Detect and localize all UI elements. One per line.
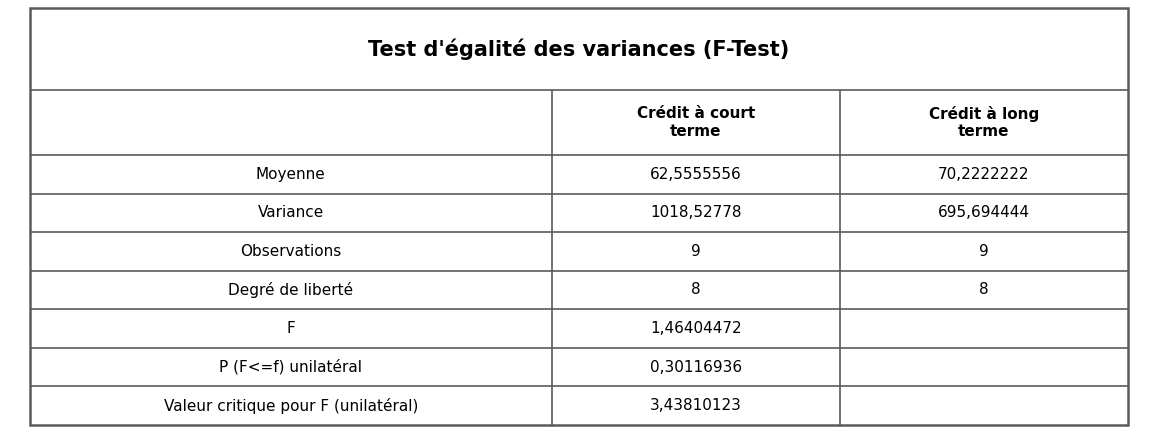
Text: 3,43810123: 3,43810123 bbox=[650, 398, 741, 413]
Text: 8: 8 bbox=[979, 282, 989, 297]
Text: 695,694444: 695,694444 bbox=[938, 205, 1029, 220]
Text: 9: 9 bbox=[691, 244, 701, 259]
Text: 0,30116936: 0,30116936 bbox=[650, 360, 742, 375]
Text: Test d'égalité des variances (F-Test): Test d'égalité des variances (F-Test) bbox=[368, 38, 790, 60]
Text: Degré de liberté: Degré de liberté bbox=[228, 282, 353, 298]
Text: F: F bbox=[286, 321, 295, 336]
Text: 8: 8 bbox=[691, 282, 701, 297]
Text: Crédit à long
terme: Crédit à long terme bbox=[929, 106, 1039, 139]
Text: 9: 9 bbox=[979, 244, 989, 259]
Text: Observations: Observations bbox=[240, 244, 342, 259]
Text: P (F<=f) unilatéral: P (F<=f) unilatéral bbox=[219, 359, 362, 375]
Text: 1,46404472: 1,46404472 bbox=[650, 321, 741, 336]
Text: Variance: Variance bbox=[257, 205, 324, 220]
Text: Valeur critique pour F (unilatéral): Valeur critique pour F (unilatéral) bbox=[163, 398, 418, 414]
Text: 1018,52778: 1018,52778 bbox=[650, 205, 741, 220]
Text: Moyenne: Moyenne bbox=[256, 167, 325, 182]
Text: 70,2222222: 70,2222222 bbox=[938, 167, 1029, 182]
Text: Crédit à court
terme: Crédit à court terme bbox=[637, 106, 755, 139]
Text: 62,5555556: 62,5555556 bbox=[650, 167, 741, 182]
